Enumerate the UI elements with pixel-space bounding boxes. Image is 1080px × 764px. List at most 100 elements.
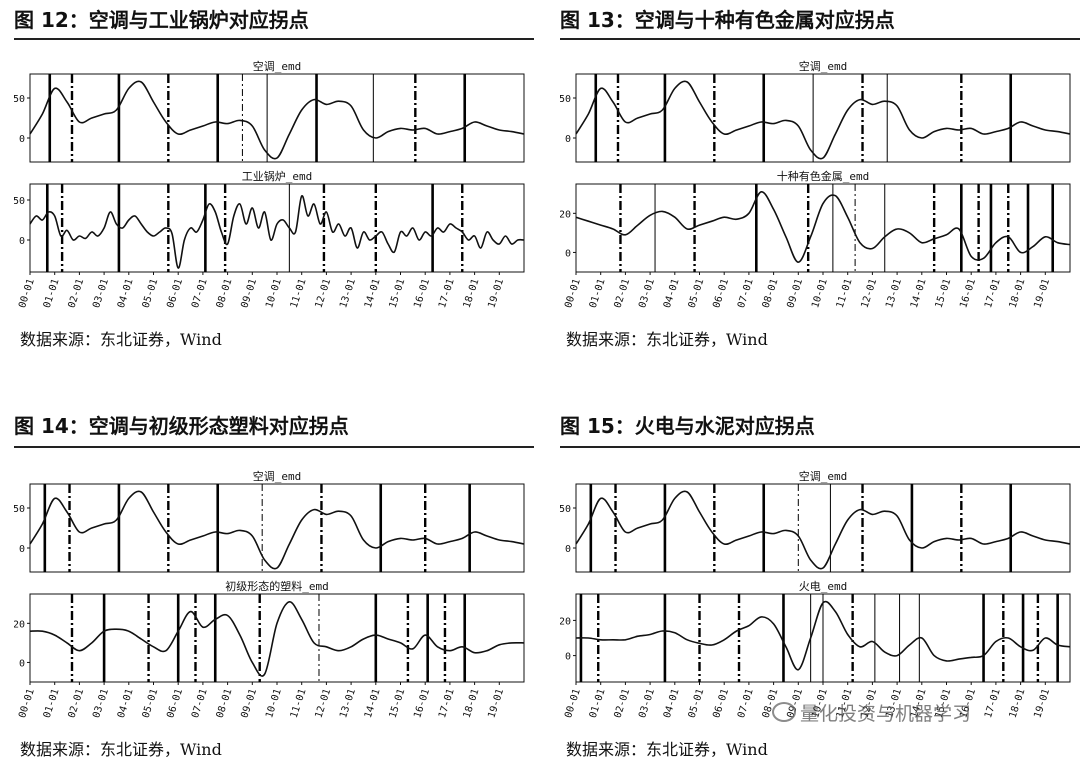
source-note: 数据来源：东北证券，Wind — [20, 740, 222, 759]
x-tick-label: 08-01 — [215, 278, 235, 310]
x-tick-label: 07-01 — [190, 278, 210, 310]
x-tick-label: 00-01 — [17, 688, 37, 720]
chart-area: 空调_emd 0 50 初级形态的塑料_emd 0 20 00-01 01-01 02-01 03… — [14, 469, 525, 720]
x-tick-label: 14-01 — [363, 688, 383, 720]
x-tick-label: 02-01 — [612, 688, 632, 720]
chart-area: 空调_emd 0 50 火电_emd 0 20 00-01 01-01 02-01 03-01 04… — [560, 469, 1071, 720]
x-tick-label: 17-01 — [437, 688, 457, 720]
x-tick-label: 13-01 — [884, 278, 904, 310]
subplot-2: 十种有色金属_emd 0 20 — [560, 169, 1071, 273]
x-tick-label: 07-01 — [736, 688, 756, 720]
series-line — [575, 490, 1071, 570]
subplot-1: 空调_emd 0 50 — [14, 469, 525, 573]
x-tick-label: 05-01 — [141, 688, 161, 720]
x-tick-label: 10-01 — [810, 278, 830, 310]
x-tick-label: 03-01 — [637, 278, 657, 310]
title-rule — [14, 38, 534, 40]
x-tick-label: 02-01 — [612, 278, 632, 310]
y-tick-label: 0 — [19, 658, 25, 669]
source-note: 数据来源：东北证券，Wind — [20, 330, 222, 349]
x-tick-label: 16-01 — [412, 688, 432, 720]
y-tick-label: 0 — [19, 544, 25, 555]
x-tick-label: 19-01 — [486, 278, 506, 310]
x-tick-label: 03-01 — [91, 278, 111, 310]
figure-12: 图 12：空调与工业锅炉对应拐点 空调_emd 0 50 工业锅炉_emd 0 50 00-… — [14, 0, 534, 360]
x-tick-label: 03-01 — [637, 688, 657, 720]
x-tick-label: 17-01 — [983, 278, 1003, 310]
x-tick-label: 05-01 — [687, 688, 707, 720]
y-tick-label: 50 — [14, 196, 25, 207]
y-tick-label: 0 — [565, 544, 571, 555]
x-tick-label: 19-01 — [486, 688, 506, 720]
x-tick-label: 01-01 — [42, 278, 62, 310]
title-rule — [560, 38, 1080, 40]
x-tick-label: 11-01 — [289, 688, 309, 720]
subplot-title: 初级形态的塑料_emd — [225, 579, 329, 593]
x-tick-label: 02-01 — [66, 278, 86, 310]
x-tick-label: 08-01 — [215, 688, 235, 720]
x-tick-label: 18-01 — [462, 278, 482, 310]
x-tick-label: 07-01 — [736, 278, 756, 310]
y-tick-label: 0 — [565, 134, 571, 145]
watermark-text: 量化投资与机器学习 — [800, 703, 972, 725]
x-tick-label: 00-01 — [563, 278, 583, 310]
series-line — [29, 601, 525, 677]
figure-13: 图 13：空调与十种有色金属对应拐点 空调_emd 0 50 十种有色金属_emd 0 2… — [560, 0, 1080, 360]
x-tick-label: 03-01 — [91, 688, 111, 720]
x-tick-label: 18-01 — [462, 688, 482, 720]
source-note: 数据来源：东北证券，Wind — [566, 740, 768, 759]
figure-title: 图 12：空调与工业锅炉对应拐点 — [14, 8, 309, 32]
x-tick-label: 17-01 — [437, 278, 457, 310]
x-tick-label: 15-01 — [934, 278, 954, 310]
x-tick-label: 12-01 — [859, 278, 879, 310]
plot-frame — [29, 73, 525, 163]
x-tick-label: 01-01 — [42, 688, 62, 720]
subplot-title: 十种有色金属_emd — [777, 169, 870, 183]
subplot-2: 初级形态的塑料_emd 0 20 — [14, 579, 525, 683]
x-tick-label: 09-01 — [239, 688, 259, 720]
x-tick-label: 17-01 — [983, 688, 1003, 720]
subplot-title: 空调_emd — [799, 59, 848, 73]
x-tick-label: 00-01 — [17, 278, 37, 310]
subplot-1: 空调_emd 0 50 — [560, 59, 1071, 163]
y-tick-label: 0 — [565, 248, 571, 259]
figure-15: 图 15：火电与水泥对应拐点 空调_emd 0 50 火电_emd 0 20 00-01 01… — [560, 408, 1080, 764]
chart-area: 空调_emd 0 50 十种有色金属_emd 0 20 00-01 01-01 02-01 03-… — [560, 59, 1071, 310]
x-tick-label: 00-01 — [563, 688, 583, 720]
plot-frame — [575, 183, 1071, 273]
x-tick-label: 09-01 — [239, 278, 259, 310]
x-tick-label: 04-01 — [116, 688, 136, 720]
x-tick-label: 13-01 — [338, 688, 358, 720]
y-tick-label: 50 — [14, 94, 25, 105]
series-line — [29, 80, 525, 160]
y-tick-label: 20 — [560, 209, 571, 220]
figure-title: 图 14：空调与初级形态塑料对应拐点 — [14, 414, 349, 438]
y-tick-label: 0 — [19, 236, 25, 247]
x-tick-label: 16-01 — [958, 278, 978, 310]
series-line — [29, 490, 525, 570]
x-tick-label: 08-01 — [761, 278, 781, 310]
y-tick-label: 20 — [560, 616, 571, 627]
plot-frame — [575, 483, 1071, 573]
y-tick-label: 0 — [19, 134, 25, 145]
watermark: 量化投资与机器学习 — [772, 699, 971, 726]
x-tick-label: 04-01 — [662, 278, 682, 310]
x-tick-label: 06-01 — [165, 278, 185, 310]
y-tick-label: 50 — [560, 94, 571, 105]
figure-title: 图 15：火电与水泥对应拐点 — [560, 414, 815, 438]
series-line — [575, 80, 1071, 160]
x-tick-label: 04-01 — [116, 278, 136, 310]
subplot-1: 空调_emd 0 50 — [14, 59, 525, 163]
x-tick-label: 12-01 — [313, 278, 333, 310]
source-note: 数据来源：东北证券，Wind — [566, 330, 768, 349]
x-tick-label: 12-01 — [313, 688, 333, 720]
y-tick-label: 50 — [560, 504, 571, 515]
x-tick-label: 15-01 — [388, 278, 408, 310]
x-tick-label: 01-01 — [588, 688, 608, 720]
x-tick-label: 06-01 — [711, 688, 731, 720]
series-line — [29, 195, 525, 269]
chart-area: 空调_emd 0 50 工业锅炉_emd 0 50 00-01 01-01 02-01 03-01… — [14, 59, 525, 310]
x-tick-label: 07-01 — [190, 688, 210, 720]
subplot-1: 空调_emd 0 50 — [560, 469, 1071, 573]
x-tick-label: 02-01 — [66, 688, 86, 720]
